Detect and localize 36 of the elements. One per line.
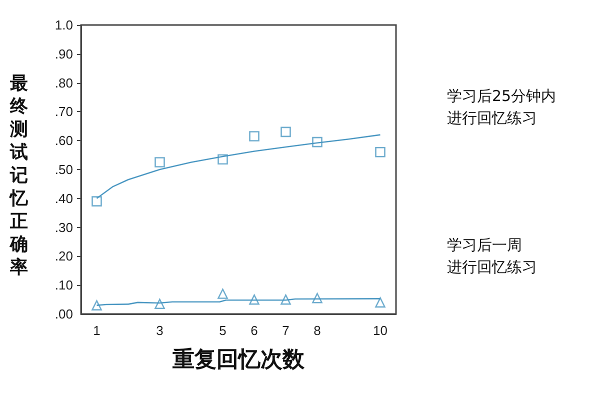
- point: [218, 154, 228, 165]
- point: [375, 297, 386, 308]
- x-tick-label: 3: [156, 323, 164, 338]
- point: [92, 300, 102, 310]
- x-tick-label: 1: [93, 323, 100, 338]
- y-tick-label: .90: [54, 46, 73, 62]
- y-tick-label: .00: [54, 306, 73, 322]
- point: [280, 294, 291, 305]
- y-tick-label: .20: [54, 248, 73, 264]
- point: [312, 292, 322, 304]
- point: [154, 298, 165, 310]
- text: 学习后一周进行回忆练习: [447, 236, 537, 276]
- y-tick-label: .40: [54, 190, 73, 206]
- point: [92, 196, 102, 206]
- x-tick-label: 8: [314, 323, 321, 338]
- y-tick-label: .60: [54, 133, 73, 148]
- y-tick-label: .80: [54, 75, 73, 90]
- text: 最终测试记忆正确率: [10, 73, 28, 278]
- x-tick-label: 10: [373, 323, 388, 338]
- y-tick-label: .50: [54, 162, 73, 177]
- x-tick-label: 5: [219, 323, 226, 338]
- y-tick-label: .10: [54, 278, 73, 293]
- y-tick-label: .70: [54, 104, 73, 120]
- point: [249, 294, 260, 305]
- point: [280, 126, 291, 138]
- text: 学习后25分钟内进行回忆练习: [447, 87, 556, 127]
- x-tick-label: 6: [250, 323, 258, 338]
- point: [375, 147, 386, 158]
- point: [218, 288, 228, 299]
- y-tick-label: .30: [54, 220, 73, 235]
- point: [154, 157, 165, 168]
- point: [312, 136, 322, 148]
- y-tick-label: 1.0: [54, 18, 73, 32]
- x-tick-label: 7: [282, 323, 290, 338]
- x-axis-title: 重复回忆次数: [172, 348, 306, 372]
- point: [249, 131, 260, 142]
